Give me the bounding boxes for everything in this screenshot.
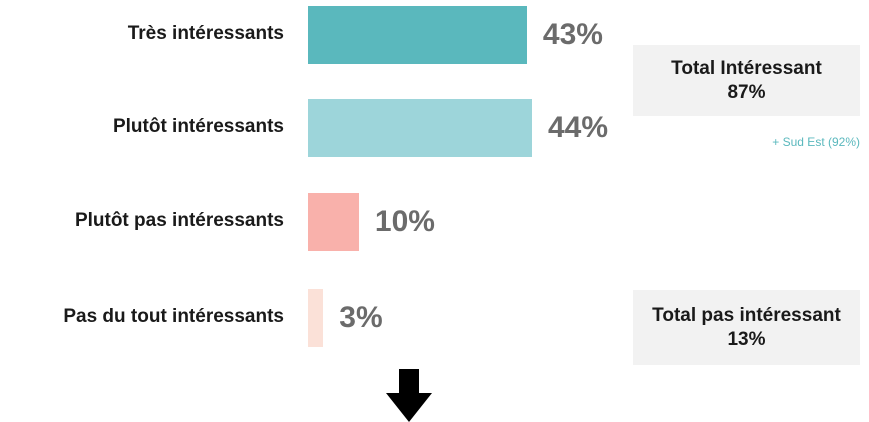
bar <box>308 6 527 64</box>
category-label: Plutôt pas intéressants <box>74 210 284 231</box>
value-label: 10% <box>374 204 435 238</box>
value-label: 44% <box>548 110 609 144</box>
total-pas-interessant-box: Total pas intéressant 13% <box>633 290 860 365</box>
category-label: Plutôt intéressants <box>112 116 284 137</box>
bar <box>308 99 532 157</box>
total-pas-interessant-text: Total pas intéressant 13% <box>652 304 841 350</box>
sud-est-note: + Sud Est (92%) <box>772 135 860 149</box>
total-interessant-box: Total Intéressant 87% <box>633 45 860 116</box>
arrow-down-icon <box>386 369 432 422</box>
bar <box>308 289 324 347</box>
bar <box>308 193 359 251</box>
value-label: 43% <box>542 17 603 51</box>
category-label: Pas du tout intéressants <box>63 306 284 327</box>
category-label: Très intéressants <box>127 23 284 44</box>
total-interessant-text: Total Intéressant 87% <box>671 57 822 103</box>
value-label: 3% <box>339 300 383 334</box>
